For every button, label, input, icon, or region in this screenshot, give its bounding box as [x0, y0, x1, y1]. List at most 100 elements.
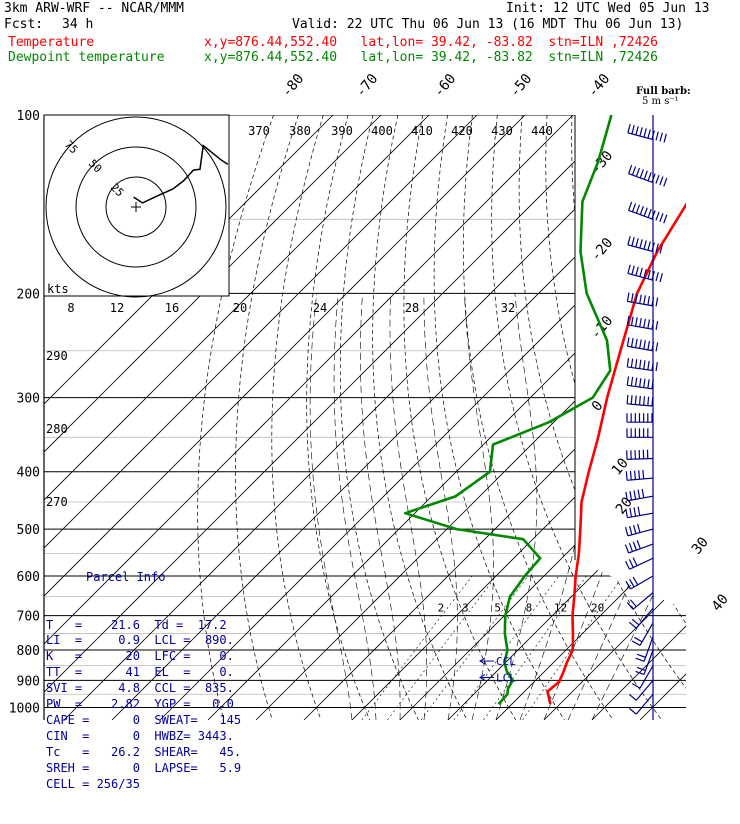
wind-barb-flag — [656, 298, 658, 307]
wind-barb-flag — [644, 295, 646, 304]
hodograph-axis-label: 20 — [233, 301, 247, 315]
isotherm-label: -40 — [585, 71, 614, 101]
wind-barb-flag — [640, 169, 643, 177]
wind-barb-flag — [633, 577, 638, 585]
wind-barb-flag — [640, 318, 642, 327]
wind-barb-flag — [660, 213, 663, 221]
wind-barb — [626, 470, 653, 480]
wind-barb-flag — [634, 490, 636, 499]
wind-barb-flag — [637, 654, 645, 657]
wind-barb-flag — [636, 339, 638, 348]
wind-barb-flag — [644, 379, 645, 388]
wind-barb-flag — [648, 397, 649, 406]
isotherm-label: -20 — [588, 235, 617, 265]
skewt-figure: 3km ARW-WRF -- NCAR/MMM Init: 12 UTC Wed… — [0, 0, 740, 740]
wind-barb-flag — [636, 205, 639, 213]
wind-barb-flag — [648, 320, 650, 329]
ccl-marker-label: CCL — [496, 655, 516, 668]
wind-barb-flag — [625, 545, 628, 553]
mixing-ratio-line — [387, 576, 496, 720]
moist-adiabat — [544, 293, 656, 720]
pressure-tick-label: 500 — [17, 523, 40, 538]
wind-barb-flag — [638, 490, 640, 499]
wind-barb-flag — [631, 338, 633, 347]
wind-barb-flag — [660, 273, 662, 282]
wind-barb-flag — [630, 600, 636, 607]
wind-barb-flag — [644, 340, 646, 349]
parcel-info-row: TT = 41 EL = 0. — [46, 665, 238, 681]
wind-barb-flag — [660, 133, 662, 142]
wind-barb-flag — [664, 215, 667, 223]
theta-label: 380 — [289, 124, 311, 138]
wind-barb-flag — [644, 319, 646, 328]
wind-barb-flag — [644, 128, 646, 137]
wind-barb-flag — [635, 359, 636, 368]
wind-barb — [629, 165, 667, 186]
wind-barb — [627, 593, 653, 610]
wind-barb-flag — [643, 470, 644, 479]
wind-barb-flag — [640, 127, 642, 136]
pressure-tick-label: 300 — [17, 392, 40, 407]
wind-barb-flag — [656, 321, 658, 330]
wind-barb-flag — [630, 471, 631, 480]
dry-adiabat — [272, 115, 323, 720]
isotherm — [592, 115, 740, 720]
wind-barb-flag — [629, 708, 636, 714]
wind-barb-flag — [656, 342, 658, 351]
wind-barb — [627, 450, 653, 460]
wind-barb-flag — [636, 658, 644, 661]
pressure-tick-label: 800 — [17, 644, 40, 659]
wind-barb-flag — [644, 171, 647, 179]
hodograph-kts-label: kts — [47, 282, 69, 296]
isotherm — [400, 115, 740, 720]
moist-adiabat — [424, 293, 457, 720]
wind-barb-flag — [656, 132, 658, 141]
wind-barb-flag — [631, 317, 633, 326]
wind-barb — [626, 489, 653, 501]
wind-barb-flag — [631, 359, 632, 368]
parcel-info-row: CAPE = 0 SWEAT= 145 — [46, 713, 238, 729]
wind-barb-flag — [644, 240, 646, 249]
wind-barb — [627, 376, 653, 389]
wind-barb-flag — [632, 203, 635, 211]
wind-barb-flag — [638, 507, 640, 516]
wind-barb — [632, 623, 653, 646]
pressure-tick-label: 400 — [17, 466, 40, 481]
theta-side-label: 290 — [46, 349, 68, 363]
mixing-ratio-label: 5 — [494, 602, 501, 615]
pressure-tick-label: 600 — [17, 570, 40, 585]
wind-barb — [626, 576, 653, 589]
hodograph-axis-label: 24 — [313, 301, 327, 315]
dry-adiabat — [404, 115, 516, 720]
wind-barb-flag — [629, 694, 636, 700]
parcel-info-row: CELL = 256/35 — [46, 777, 238, 793]
wind-barb-flag — [644, 396, 645, 405]
dry-adiabat — [572, 115, 740, 720]
hodograph-axis-label: 8 — [67, 301, 74, 315]
wind-barb-flag — [636, 317, 638, 326]
wind-barb-flag — [664, 134, 666, 143]
parcel-info-row: T = 21.6 Td = 17.2 — [46, 618, 238, 634]
wind-barb-flag — [629, 622, 636, 628]
wind-barb-flag — [640, 396, 641, 405]
wind-barb-flag — [635, 471, 636, 480]
wind-barb-flag — [628, 124, 630, 133]
isotherm — [640, 115, 740, 720]
parcel-info-row: CIN = 0 HWBZ= 3443. — [46, 729, 238, 745]
wind-barb-flag — [656, 175, 659, 183]
wind-barb-flag — [648, 296, 650, 305]
wind-barb-flag — [629, 543, 632, 551]
wind-barb-flag — [648, 241, 650, 250]
wind-barb — [629, 680, 653, 700]
parcel-info-row: Tc = 26.2 SHEAR= 45. — [46, 745, 238, 761]
wind-barb-flag — [648, 209, 651, 217]
wind-barb-flag — [656, 212, 659, 220]
wind-barb-flag — [627, 395, 628, 404]
theta-label: 400 — [371, 124, 393, 138]
wind-barb-flag — [636, 168, 639, 176]
wind-barb — [626, 524, 653, 536]
wind-barb-flag — [636, 126, 638, 135]
isotherm-label: -50 — [507, 71, 536, 101]
isotherm — [304, 115, 740, 720]
